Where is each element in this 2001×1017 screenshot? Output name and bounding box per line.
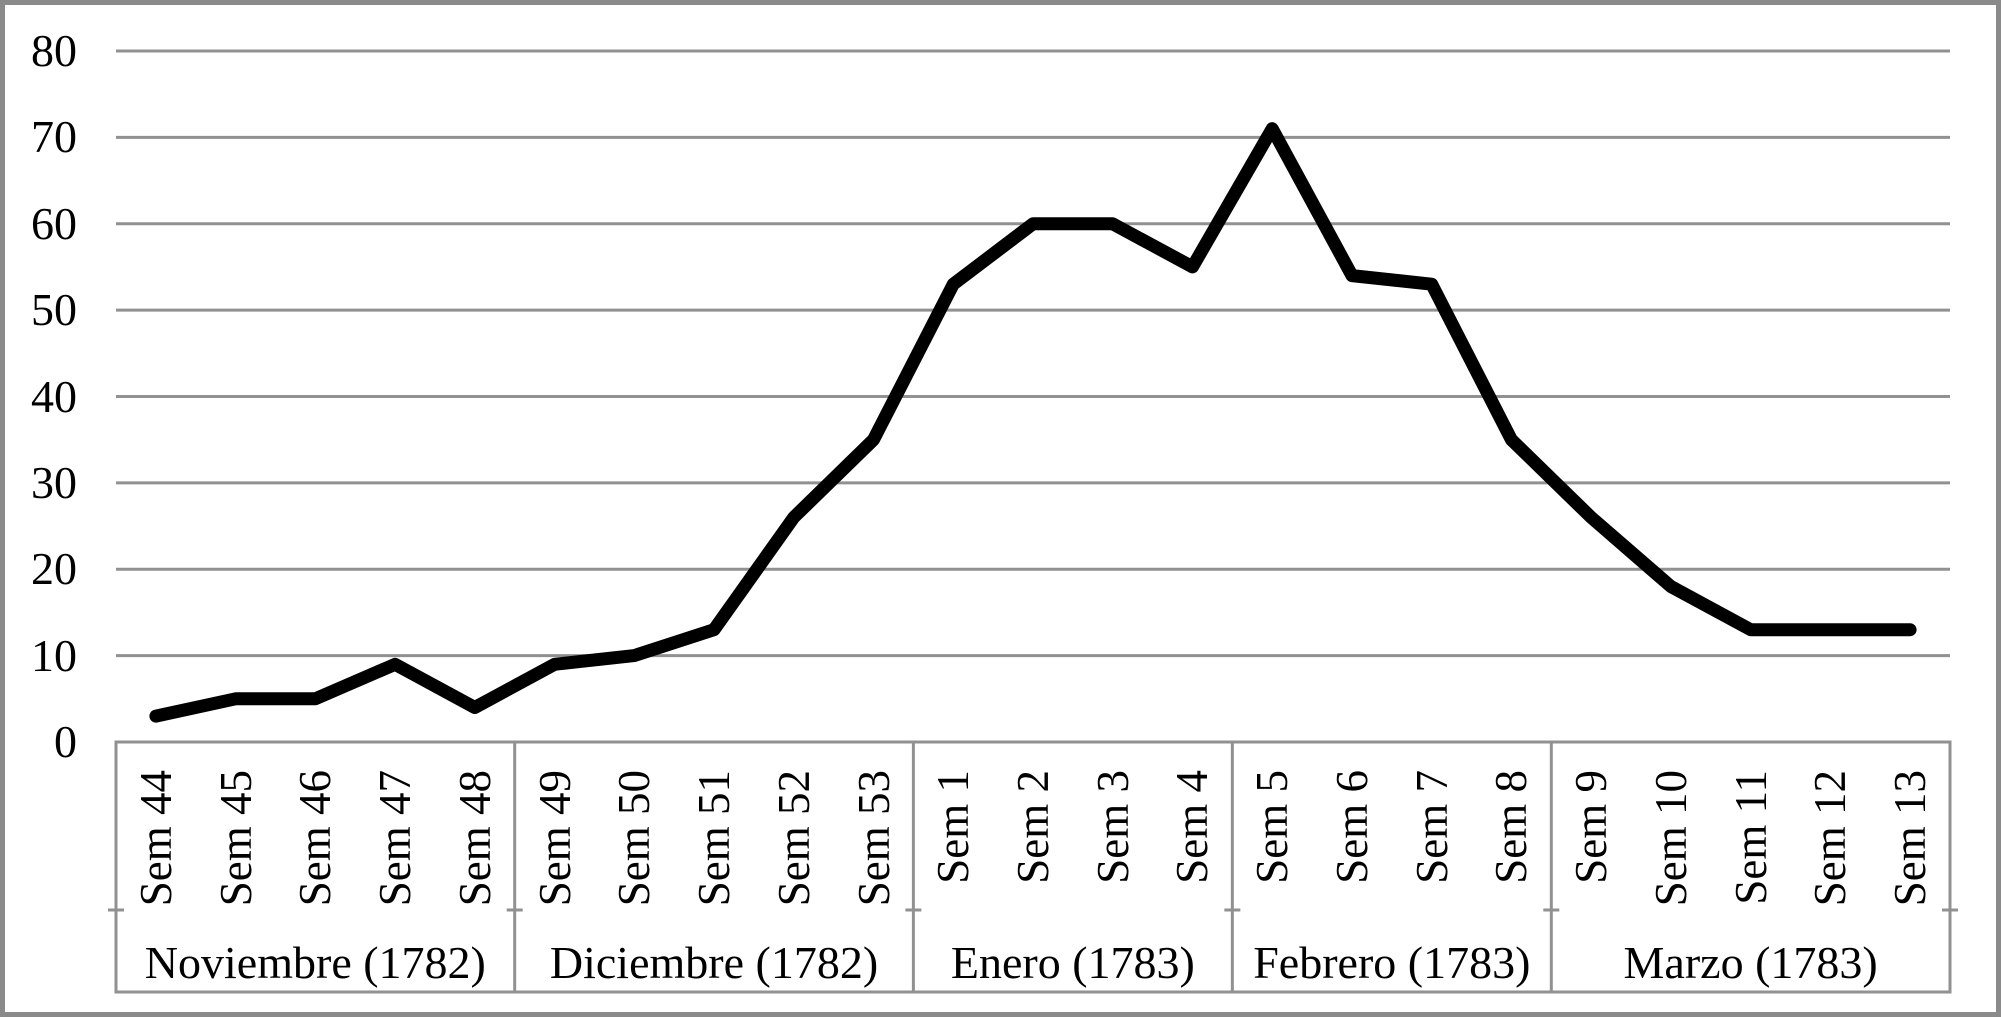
month-label: Marzo (1783): [1623, 937, 1878, 988]
month-label: Noviembre (1782): [144, 937, 486, 988]
y-axis-label: 60: [31, 197, 77, 249]
y-axis-label: 50: [31, 284, 77, 336]
month-label: Febrero (1783): [1253, 937, 1531, 988]
y-axis-label: 70: [31, 111, 77, 163]
category-box-border: [114, 740, 1952, 994]
week-label: Sem 12: [1805, 770, 1856, 907]
week-label: Sem 4: [1167, 770, 1218, 884]
week-label: Sem 10: [1645, 770, 1696, 907]
y-axis-label: 20: [31, 543, 77, 595]
month-label: Diciembre (1782): [549, 937, 879, 988]
week-label: Sem 49: [529, 770, 580, 907]
week-label: Sem 6: [1326, 770, 1377, 884]
week-label: Sem 3: [1087, 770, 1138, 884]
week-label: Sem 44: [130, 770, 181, 907]
data-series-line: [149, 122, 1917, 723]
y-axis-label: 0: [54, 716, 77, 767]
y-axis-label: 30: [31, 456, 77, 508]
week-label: Sem 50: [609, 770, 660, 907]
y-axis-label: 40: [31, 370, 77, 422]
week-label: Sem 9: [1566, 770, 1617, 884]
week-label: Sem 48: [449, 770, 500, 907]
week-label: Sem 53: [848, 770, 899, 907]
week-label: Sem 51: [689, 770, 740, 907]
week-label: Sem 13: [1885, 770, 1936, 907]
week-label: Sem 46: [290, 770, 341, 907]
gridlines: [116, 49, 1950, 658]
week-label: Sem 5: [1247, 770, 1298, 884]
week-label: Sem 11: [1725, 770, 1776, 905]
month-label: Enero (1783): [950, 937, 1195, 988]
series-polyline: [149, 122, 1917, 723]
y-axis-label: 80: [31, 25, 77, 76]
week-label: Sem 1: [928, 770, 979, 884]
week-label: Sem 7: [1406, 770, 1457, 884]
week-label: Sem 47: [370, 770, 421, 907]
week-label: Sem 2: [1008, 770, 1058, 884]
week-label: Sem 45: [210, 770, 261, 907]
week-label: Sem 52: [768, 770, 819, 907]
week-label: Sem 8: [1486, 770, 1537, 884]
y-axis-label: 10: [31, 629, 77, 681]
category-axis-box: [108, 740, 1958, 994]
